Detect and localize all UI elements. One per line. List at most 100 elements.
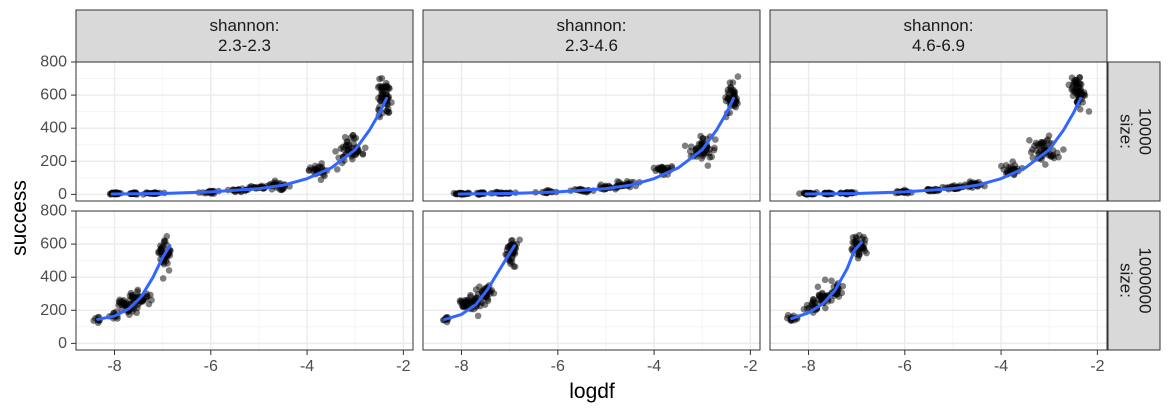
y-tick-label: 200 [40,153,67,170]
facet-panel [769,61,1108,202]
data-point [378,74,386,82]
data-point [466,297,474,304]
strip-background [1107,210,1161,351]
data-point [1009,158,1016,165]
x-tick-label: -8 [107,358,121,375]
data-point [998,162,1005,170]
data-point [385,108,393,116]
smooth-line [790,240,863,321]
data-point [615,178,623,186]
x-tick-label: -8 [801,358,815,375]
data-point [386,85,393,92]
x-tick-label: -6 [551,358,565,375]
data-point [814,283,822,291]
panel-border [769,210,1108,351]
data-point [729,79,737,86]
data-point [516,236,523,244]
y-tick-label: 600 [40,236,67,253]
x-tick-label: -2 [1090,358,1104,375]
data-point [341,133,349,141]
data-point [332,148,339,155]
panel-border [75,210,414,351]
data-point [307,164,314,171]
data-point [1041,142,1049,149]
data-point [380,86,387,94]
y-tick-label: 800 [40,203,67,220]
x-tick-label: -4 [994,358,1008,375]
data-point [157,247,165,255]
x-tick-label: -8 [454,358,468,375]
data-point [800,305,808,313]
column-strip: shannon:4.6-6.9 [769,9,1108,63]
data-point [1026,136,1033,144]
data-point [731,91,738,99]
data-point [342,142,350,149]
data-point [279,185,287,193]
panel-layer [75,61,1108,351]
x-tick-label: -2 [743,358,757,375]
data-point [1032,139,1040,147]
y-tick-label: 400 [40,120,67,137]
smooth-line [443,244,516,321]
smooth-line [804,96,1083,196]
y-tick-label: 0 [58,335,67,352]
strip-value: 4.6-6.9 [912,36,965,55]
data-point [828,277,835,285]
data-point [507,257,514,265]
data-point [687,143,695,150]
data-point [159,275,167,282]
y-tick-label: 400 [40,269,67,286]
data-point [1060,146,1067,153]
data-point [697,132,704,140]
data-point [361,144,369,152]
data-point [822,304,829,312]
data-point [375,94,382,102]
data-point [712,136,719,143]
facet-panel [422,210,761,351]
x-tick-label: -2 [396,358,410,375]
data-point [476,283,483,290]
data-point [815,291,823,299]
x-tick-label: -6 [898,358,912,375]
data-point [722,94,729,101]
column-strip: shannon:2.3-4.6 [422,9,761,63]
smooth-line [457,96,736,196]
panel-background [76,62,413,201]
data-point [165,267,173,274]
data-point [142,295,150,302]
column-strip: shannon:2.3-2.3 [75,9,414,63]
data-point [1076,88,1084,96]
data-point [467,291,474,299]
data-point [474,312,482,320]
data-point [734,73,742,80]
strip-label: shannon: [557,16,627,35]
data-point [1076,106,1084,113]
data-point [347,134,355,141]
strip-background [1107,61,1161,202]
data-point [708,153,715,161]
grid-lines [423,62,760,201]
data-point [821,276,829,284]
data-point [1027,149,1035,156]
y-tick-label: 600 [40,87,67,104]
data-point [681,142,689,150]
data-point [1049,151,1057,159]
data-point [452,190,460,198]
x-tick-label: -6 [204,358,218,375]
data-point [1085,108,1093,115]
data-point [849,234,857,241]
data-point [704,162,712,169]
data-point [148,296,155,304]
x-tick-label: -4 [647,358,661,375]
data-point [828,297,835,304]
grid-lines [770,62,1107,201]
strip-background [75,9,414,63]
data-point [796,190,803,197]
data-point [128,293,136,301]
smooth-line [96,244,172,321]
facet-panel [75,210,414,351]
data-point [318,163,326,171]
panel-background [770,62,1107,201]
